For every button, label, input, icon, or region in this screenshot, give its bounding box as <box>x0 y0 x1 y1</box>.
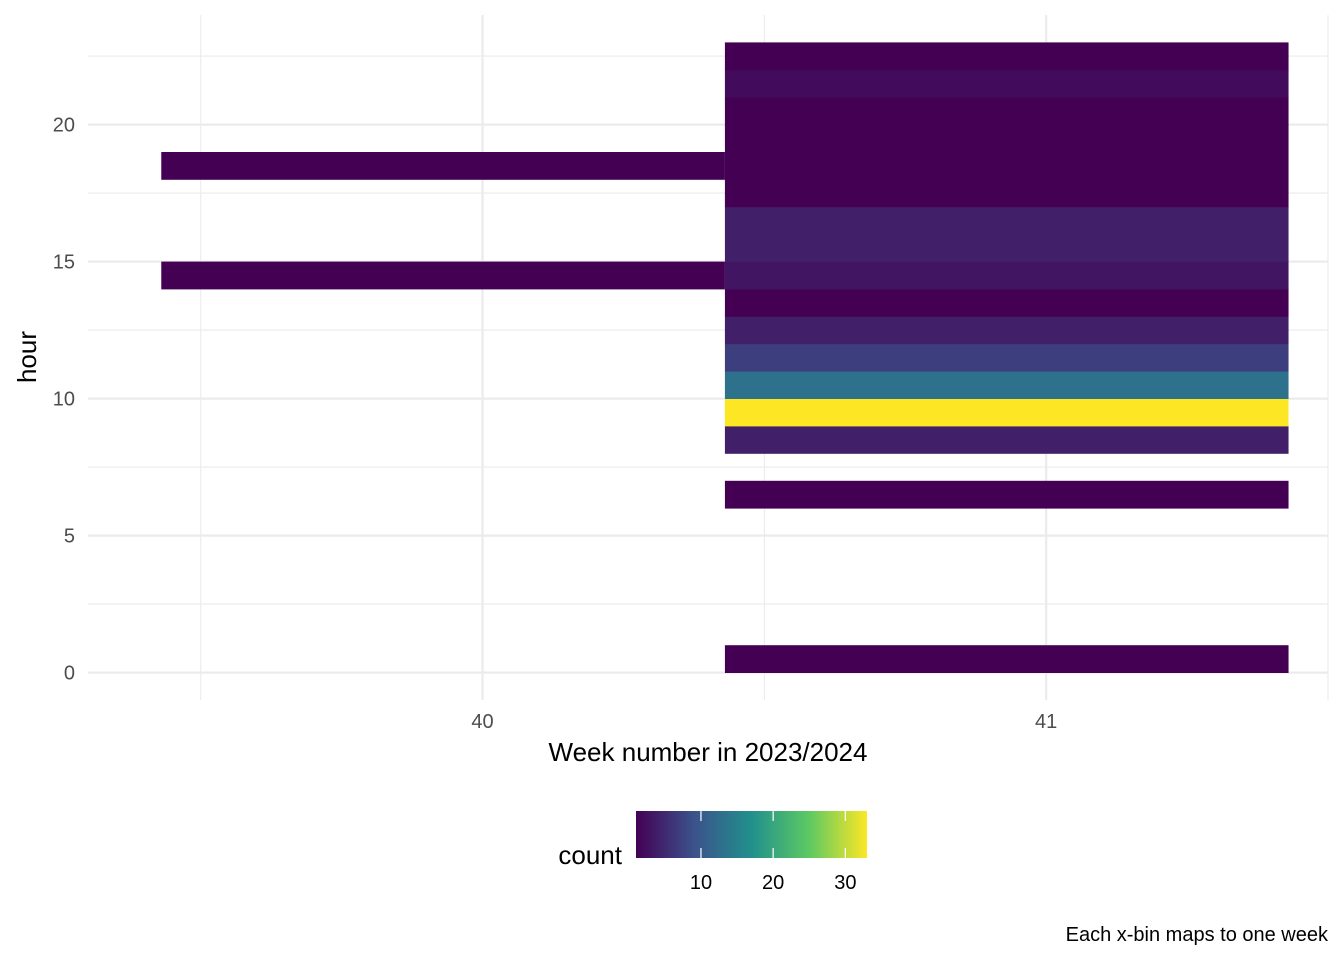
heatmap-cell <box>724 206 1289 235</box>
heatmap-cell <box>724 69 1289 98</box>
heatmap-cell <box>724 152 1289 180</box>
heatmap-cell <box>724 289 1289 317</box>
x-tick-label: 41 <box>1035 711 1057 733</box>
y-tick-label: 5 <box>64 526 75 548</box>
heatmap-cell <box>724 398 1289 427</box>
x-axis-title: Week number in 2023/2024 <box>549 737 868 767</box>
y-tick-label: 15 <box>53 252 75 274</box>
y-tick-label: 20 <box>53 115 75 137</box>
legend-title: count <box>558 840 622 870</box>
color-legend: count 10 20 30 <box>558 811 867 894</box>
legend-tick-label: 20 <box>762 872 784 894</box>
heatmap-cell <box>724 645 1289 673</box>
heatmap-cell <box>161 261 725 290</box>
legend-tick-label: 10 <box>690 872 712 894</box>
heatmap-cell <box>724 426 1289 454</box>
legend-tick-label: 30 <box>834 872 856 894</box>
heatmap-cell <box>724 97 1289 125</box>
heatmap-cell <box>724 261 1289 290</box>
y-axis-tick-labels: 0 5 10 15 20 <box>53 115 75 685</box>
x-axis-tick-labels: 40 41 <box>471 711 1057 733</box>
heatmap-cell <box>724 42 1289 71</box>
legend-tick-marks <box>700 811 846 858</box>
heatmap-cell <box>724 234 1289 262</box>
y-tick-label: 10 <box>53 389 75 411</box>
y-axis-title: hour <box>12 331 42 383</box>
heatmap-cells <box>161 42 1289 673</box>
x-tick-label: 40 <box>471 711 493 733</box>
heatmap-cell <box>724 316 1289 345</box>
caption: Each x-bin maps to one week <box>1066 924 1329 946</box>
heatmap-cell <box>161 152 725 180</box>
heatmap-cell <box>724 480 1289 509</box>
heatmap-cell <box>724 371 1289 399</box>
heatmap-cell <box>724 124 1289 153</box>
heatmap-cell <box>724 343 1289 372</box>
heatmap-cell <box>724 179 1289 208</box>
legend-colorbar <box>636 811 867 858</box>
y-tick-label: 0 <box>64 663 75 685</box>
legend-tick-labels: 10 20 30 <box>690 872 857 894</box>
